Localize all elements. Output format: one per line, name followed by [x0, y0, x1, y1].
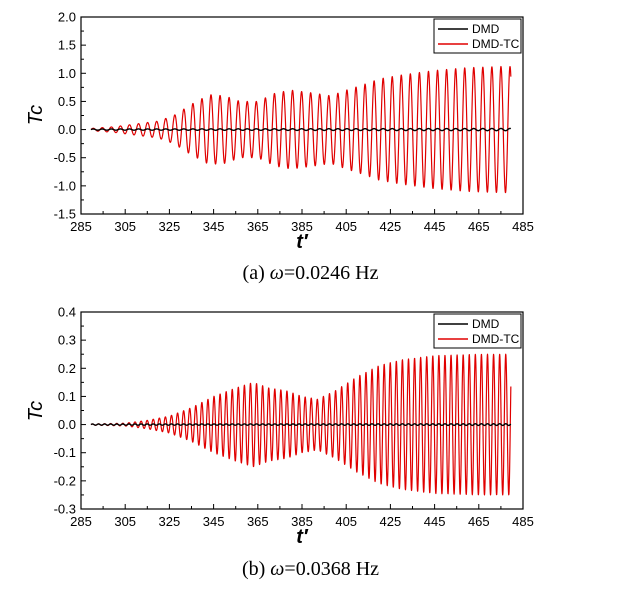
chart-b-legend-dmd-tc-label: DMD-TC [472, 332, 520, 346]
x-tick-label: 465 [468, 219, 490, 234]
series-dmd-line [90, 423, 512, 427]
x-tick-label: 345 [203, 219, 225, 234]
x-tick-label: 285 [70, 219, 92, 234]
x-tick-label: 445 [424, 219, 446, 234]
chart-b-caption-prefix: (b) [241, 558, 271, 580]
x-tick-label: 305 [114, 219, 136, 234]
x-tick-label: 405 [335, 514, 357, 529]
chart-a-legend-box [433, 18, 522, 54]
chart-b: 285 305 325 345 365 385 405 425 445 465 485 -0.3-0… [25, 305, 534, 549]
x-tick-label: 485 [512, 219, 534, 234]
chart-b-y-axis-label: Tc [25, 401, 47, 421]
chart-b-y-ticks: -0.3 -0.2 -0.1 0.0 0.1 0.2 0.3 0.4 [54, 305, 86, 517]
y-tick-label: -0.5 [54, 150, 76, 165]
x-tick-label: 425 [380, 219, 402, 234]
x-tick-label: 305 [114, 514, 136, 529]
y-tick-label: 0.0 [58, 122, 76, 137]
chart-a-caption-prefix: (a) [242, 262, 270, 284]
series-dmd-tc-line [90, 65, 512, 194]
chart-b-legend-box [433, 313, 522, 349]
chart-b-legend: DMD DMD-TC [433, 313, 522, 349]
y-tick-label: -1.5 [54, 207, 76, 222]
chart-a-y-axis-label: Tc [25, 105, 47, 125]
y-tick-label: 0.2 [58, 361, 76, 376]
series-dmd-line [90, 127, 512, 132]
y-tick-label: 2.0 [58, 10, 76, 25]
chart-b-series-layer [90, 353, 512, 496]
chart-b-x-ticks: 285 305 325 345 365 385 405 425 445 465 485 [70, 504, 534, 529]
x-tick-label: 365 [247, 514, 269, 529]
chart-a-caption: (a) ω=0.0246 Hz [0, 262, 621, 285]
chart-a: 285 305 325 345 365 385 405 425 445 465 485 -1.5-1… [25, 10, 534, 254]
x-tick-label: 405 [335, 219, 357, 234]
y-tick-label: 1.0 [58, 66, 76, 81]
x-tick-label: 365 [247, 219, 269, 234]
y-tick-label: -0.3 [54, 502, 76, 517]
y-tick-label: 0.3 [58, 333, 76, 348]
x-tick-label: 285 [70, 514, 92, 529]
x-tick-label: 485 [512, 514, 534, 529]
y-tick-label: 0.1 [58, 389, 76, 404]
chart-a-legend: DMD DMD-TC [433, 18, 522, 54]
chart-b-caption-omega: ω [270, 558, 285, 580]
y-tick-label: 0.4 [58, 305, 76, 320]
y-tick-label: 0.0 [58, 417, 76, 432]
y-tick-label: 1.5 [58, 38, 76, 53]
x-tick-label: 325 [159, 514, 181, 529]
x-tick-label: 325 [159, 219, 181, 234]
chart-b-legend-dmd-label: DMD [472, 317, 500, 331]
chart-a-x-ticks: 285 305 325 345 365 385 405 425 445 465 485 [70, 209, 534, 234]
chart-a-y-ticks: -1.5 -1.0 -0.5 0.0 0.5 1.0 1.5 2.0 [54, 10, 86, 222]
x-tick-label: 465 [468, 514, 490, 529]
chart-a-caption-omega: ω [269, 262, 284, 284]
chart-b-x-axis-label: t′ [296, 526, 309, 548]
x-tick-label: 345 [203, 514, 225, 529]
x-tick-label: 425 [380, 514, 402, 529]
y-tick-label: -0.2 [54, 473, 76, 488]
x-tick-label: 385 [291, 219, 313, 234]
y-tick-label: 0.5 [58, 94, 76, 109]
chart-a-x-axis-label: t′ [296, 231, 309, 253]
chart-b-caption: (b) ω=0.0368 Hz [0, 558, 621, 581]
x-tick-label: 385 [291, 514, 313, 529]
y-tick-label: -0.1 [54, 445, 76, 460]
chart-a-series-layer [90, 65, 512, 194]
chart-a-caption-value: =0.0246 Hz [283, 262, 379, 284]
chart-a-legend-dmd-tc-label: DMD-TC [472, 37, 520, 51]
x-tick-label: 445 [424, 514, 446, 529]
chart-a-legend-dmd-label: DMD [472, 22, 500, 36]
y-tick-label: -1.0 [54, 178, 76, 193]
chart-b-caption-value: =0.0368 Hz [284, 558, 380, 580]
